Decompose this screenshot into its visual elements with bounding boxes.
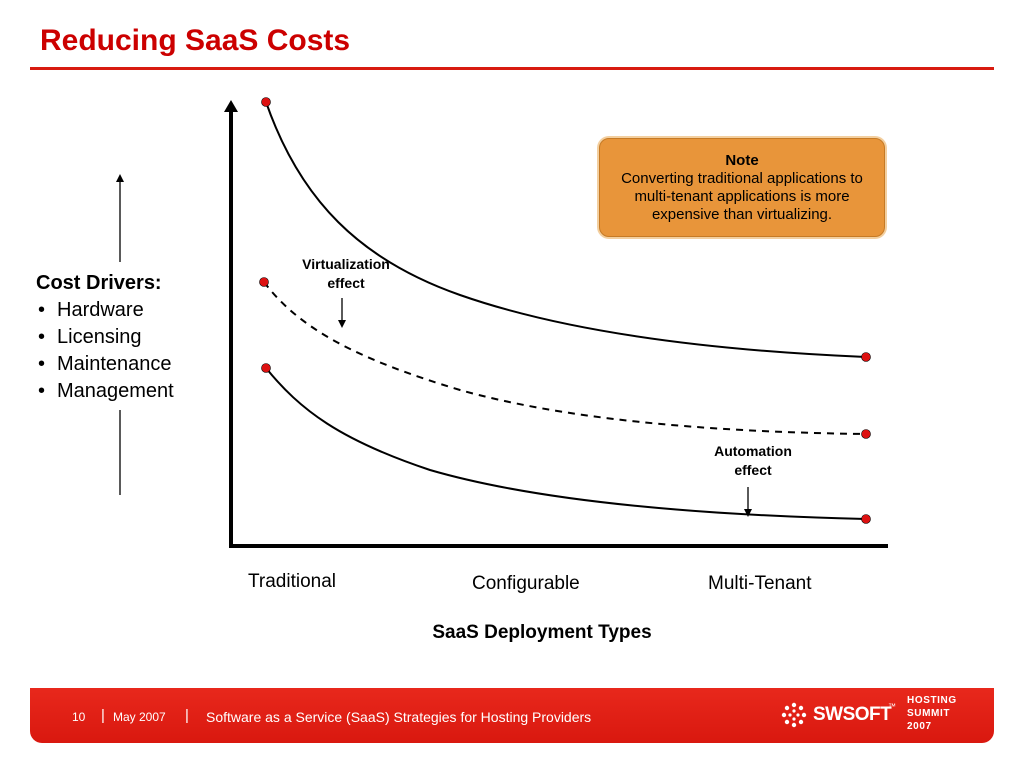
hosting-summit-logo: HOSTING SUMMIT 2007 <box>907 694 957 733</box>
note-title: Note <box>725 152 759 169</box>
summit-logo-line: 2007 <box>907 721 932 732</box>
summit-logo-line: HOSTING <box>907 695 957 706</box>
footer-presentation-title: Software as a Service (SaaS) Strategies … <box>206 709 592 725</box>
automation-effect-label: Automation effect <box>693 442 813 480</box>
cost-drivers-title: Cost Drivers: <box>36 272 162 294</box>
cost-driver-item: Hardware <box>36 297 174 324</box>
slide-title: Reducing SaaS Costs <box>40 24 351 57</box>
footer-bar: 10 | May 2007 | Software as a Service (S… <box>30 688 994 743</box>
marker-automation-start <box>261 363 271 373</box>
marker-virtualization-end <box>861 429 871 439</box>
cost-driver-item: Licensing <box>36 324 174 351</box>
curve-virtualization <box>263 281 867 435</box>
footer-separator: | <box>185 707 189 724</box>
cost-drivers-list: Hardware Licensing Maintenance Managemen… <box>36 297 174 405</box>
trademark-mark: ™ <box>888 702 896 711</box>
annotation-line: effect <box>327 275 365 291</box>
note-callout: Note Converting traditional applications… <box>599 138 885 237</box>
cost-driver-item: Management <box>36 378 174 405</box>
x-label-configurable: Configurable <box>472 573 580 594</box>
swsoft-logo-text: SWSOFT <box>813 704 892 725</box>
marker-baseline-start <box>261 97 271 107</box>
marker-automation-end <box>861 514 871 524</box>
y-axis-arrowhead <box>224 100 238 112</box>
cost-driver-item: Maintenance <box>36 351 174 378</box>
x-label-multi-tenant: Multi-Tenant <box>708 573 812 594</box>
note-body: Converting traditional applications to m… <box>621 170 863 223</box>
cost-drivers: Cost Drivers: Hardware Licensing Mainten… <box>36 270 174 405</box>
page-number: 10 <box>72 710 86 724</box>
annotation-line: Automation <box>714 443 792 459</box>
virtualization-effect-label: Virtualization effect <box>286 255 406 293</box>
footer-separator: | <box>101 707 105 724</box>
swsoft-logo-icon <box>781 702 807 728</box>
annotation-line: Virtualization <box>302 256 390 272</box>
x-axis-title: SaaS Deployment Types <box>432 622 652 643</box>
summit-logo-line: SUMMIT <box>907 708 951 719</box>
footer-date: May 2007 <box>113 710 166 724</box>
marker-virtualization-start <box>259 277 269 287</box>
marker-baseline-end <box>861 352 871 362</box>
title-divider <box>30 67 994 70</box>
annotation-line: effect <box>734 462 772 478</box>
curve-baseline <box>265 101 867 358</box>
x-label-traditional: Traditional <box>248 571 337 592</box>
curve-automation <box>265 367 867 520</box>
